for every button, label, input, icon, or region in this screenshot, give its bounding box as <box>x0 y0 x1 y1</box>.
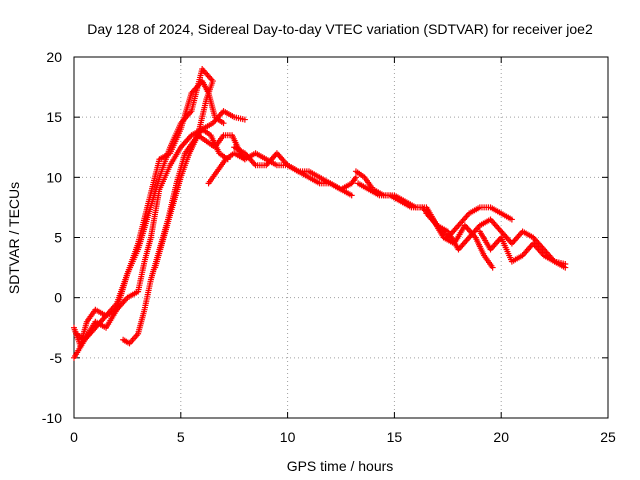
x-tick-label: 20 <box>493 429 509 445</box>
y-axis-label: SDTVAR / TECUs <box>6 182 22 294</box>
data-point <box>489 264 496 271</box>
x-tick-label: 0 <box>70 429 78 445</box>
data-point <box>241 116 248 123</box>
axes: 0 5 10 15 20 25 -10 -5 0 5 10 15 20 <box>42 49 616 445</box>
series-trace-j <box>423 210 569 271</box>
series-trace-g <box>231 144 359 193</box>
data-point <box>562 260 569 267</box>
data-point <box>220 120 227 127</box>
x-tick-label: 15 <box>387 429 403 445</box>
series-trace-h <box>352 168 515 241</box>
grid <box>74 57 608 418</box>
data-point <box>508 216 515 223</box>
series-trace-c <box>71 108 248 361</box>
y-tick-label: 10 <box>46 169 62 185</box>
y-tick-label: -10 <box>42 410 62 426</box>
chart-title: Day 128 of 2024, Sidereal Day-to-day VTE… <box>87 21 593 37</box>
y-tick-label: 0 <box>54 290 62 306</box>
y-tick-label: -5 <box>50 350 63 366</box>
data-point <box>348 192 355 199</box>
x-tick-label: 5 <box>177 429 185 445</box>
x-tick-label: 10 <box>280 429 296 445</box>
data-point <box>352 174 359 181</box>
data-points <box>71 66 569 361</box>
y-tick-label: 15 <box>46 109 62 125</box>
series-trace-i <box>355 180 496 271</box>
y-tick-label: 20 <box>46 49 62 65</box>
y-tick-label: 5 <box>54 230 62 246</box>
series-trace-k <box>476 228 569 267</box>
x-axis-label: GPS time / hours <box>287 458 394 474</box>
x-tick-label: 25 <box>600 429 616 445</box>
